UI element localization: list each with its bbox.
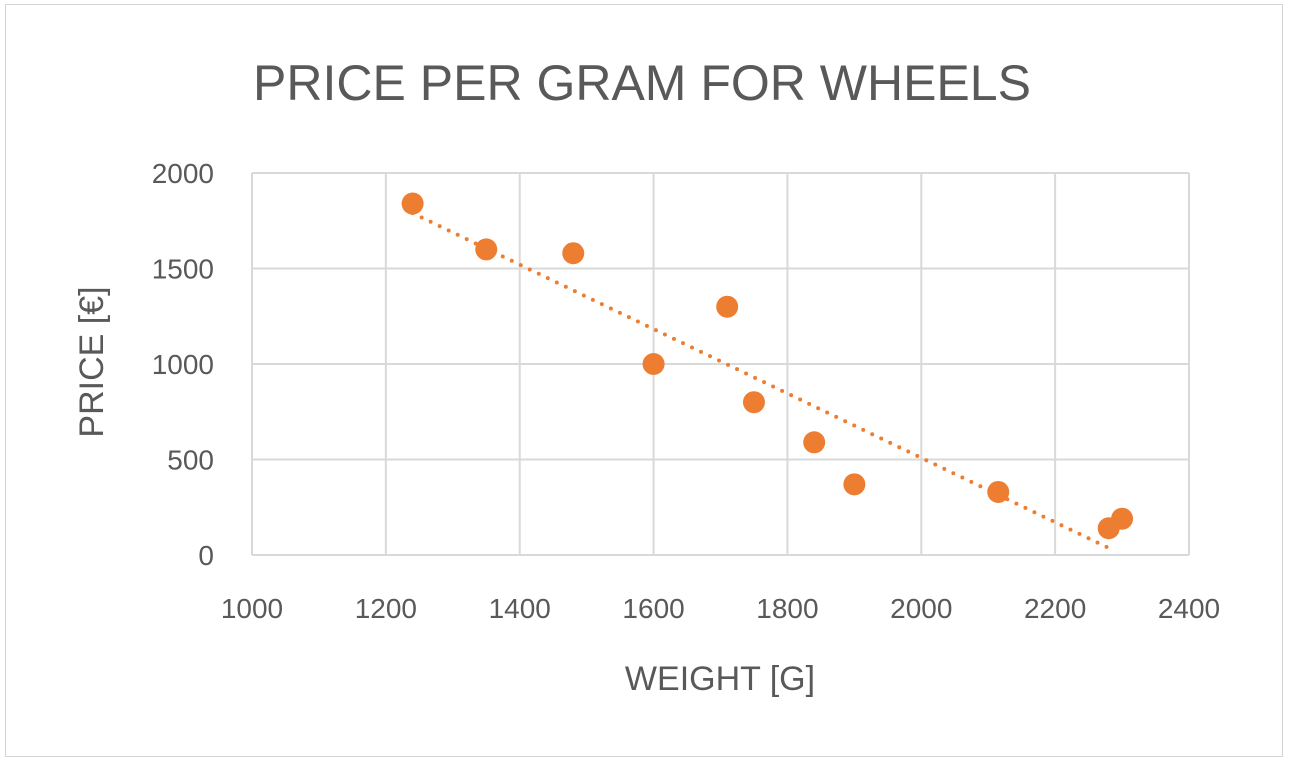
y-tick-label-3: 1500 <box>152 254 214 285</box>
y-tick-label-2: 1000 <box>152 349 214 380</box>
data-point-8 <box>987 480 1010 503</box>
data-point-2 <box>562 242 585 265</box>
data-point-10 <box>1111 507 1134 530</box>
x-tick-label-1: 1200 <box>355 593 417 624</box>
y-tick-label-4: 2000 <box>152 158 214 189</box>
trendline <box>410 211 1118 554</box>
data-point-7 <box>843 473 866 496</box>
x-axis-ticks: 1000 1200 1400 1600 1800 2000 2200 2400 <box>221 593 1220 624</box>
x-tick-label-3: 1600 <box>622 593 684 624</box>
y-axis-ticks: 0 500 1000 1500 2000 <box>152 158 214 571</box>
chart-frame <box>5 4 1283 757</box>
x-tick-label-4: 1800 <box>756 593 818 624</box>
data-point-4 <box>716 295 739 318</box>
x-tick-label-7: 2400 <box>1158 593 1220 624</box>
x-tick-label-0: 1000 <box>221 593 283 624</box>
x-tick-label-6: 2200 <box>1024 593 1086 624</box>
data-point-5 <box>742 391 765 414</box>
x-tick-label-5: 2000 <box>890 593 952 624</box>
data-point-1 <box>475 238 498 261</box>
chart-title: PRICE PER GRAM FOR WHEELS <box>253 55 1031 111</box>
y-axis-title: PRICE [€] <box>73 286 111 437</box>
data-point-3 <box>642 353 665 375</box>
x-tick-label-2: 1400 <box>489 593 551 624</box>
trendline-layer <box>410 211 1118 554</box>
data-point-6 <box>803 431 826 454</box>
y-tick-label-0: 0 <box>198 540 214 571</box>
y-tick-label-1: 500 <box>167 445 214 476</box>
gridlines <box>251 172 1190 556</box>
data-point-0 <box>401 192 424 215</box>
x-axis-title: WEIGHT [G] <box>625 660 815 698</box>
data-points <box>401 192 1134 540</box>
